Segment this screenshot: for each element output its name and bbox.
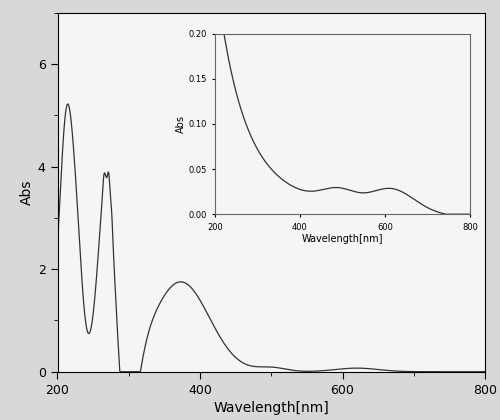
Y-axis label: Abs: Abs <box>176 115 186 133</box>
X-axis label: Wavelength[nm]: Wavelength[nm] <box>302 234 384 244</box>
X-axis label: Wavelength[nm]: Wavelength[nm] <box>214 401 329 415</box>
Y-axis label: Abs: Abs <box>20 179 34 205</box>
